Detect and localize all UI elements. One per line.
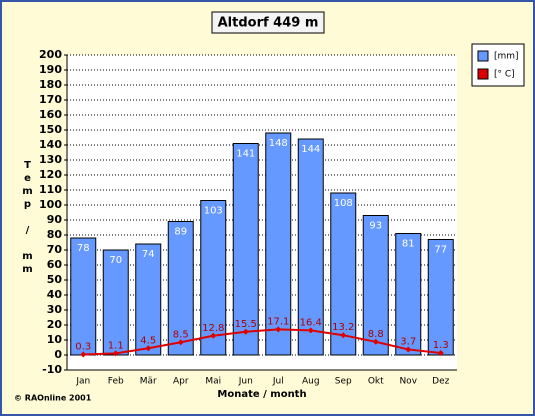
y-tick-label: 140 [39, 138, 62, 151]
line-value-label: 8.5 [173, 329, 189, 340]
y-tick-label: 30 [47, 303, 63, 316]
bar-value-label: 70 [109, 255, 122, 266]
y-tick-label: 150 [39, 123, 62, 136]
line-value-label: 12.8 [202, 323, 224, 334]
bar-value-label: 93 [369, 221, 382, 232]
point [307, 327, 314, 334]
bar-value-label: 74 [142, 249, 155, 260]
x-tick-label: Sep [335, 377, 352, 387]
x-tick-label: Mai [205, 377, 221, 387]
y-tick-label: 120 [39, 168, 62, 181]
line [83, 328, 441, 356]
bar-value-label: 78 [77, 243, 90, 254]
y-tick-label: 190 [39, 63, 62, 76]
bar-value-label: 141 [236, 149, 255, 160]
legend-label: [° C] [494, 70, 515, 80]
bar-value-label: 103 [204, 206, 223, 217]
legend-box [471, 43, 525, 87]
y-tick-label: 60 [47, 258, 63, 271]
credit: © RAOnline 2001 [14, 394, 92, 403]
line-value-label: 17.1 [267, 316, 289, 327]
y-tick-label: 90 [47, 213, 63, 226]
y-tick-label: 40 [47, 288, 63, 301]
point [340, 332, 347, 339]
plot-area [67, 55, 457, 370]
line-value-label: 13.2 [332, 322, 354, 333]
point [177, 339, 184, 346]
line-value-label: 1.3 [433, 340, 449, 351]
bar [102, 249, 129, 356]
line-value-label: 15.5 [235, 319, 257, 330]
point [210, 332, 217, 339]
point [80, 351, 87, 358]
bar-value-label: 148 [269, 138, 288, 149]
title-box [211, 11, 325, 34]
bar [135, 243, 162, 356]
x-tick-label: Feb [108, 377, 124, 387]
chart-title: Altdorf 449 m [218, 16, 319, 31]
line-value-label: 0.3 [75, 342, 91, 353]
line-value-label: 1.1 [108, 340, 124, 351]
x-tick-label: Jul [272, 377, 284, 387]
x-tick-label: Nov [399, 377, 417, 387]
bar [167, 221, 194, 356]
x-axis-label: Monate / month [217, 389, 306, 400]
line-value-label: 3.7 [400, 336, 416, 347]
x-tick-label: Okt [368, 377, 384, 387]
y-tick-label: 170 [39, 93, 62, 106]
x-tick-label: Jan [75, 377, 90, 387]
point [405, 346, 412, 353]
point [145, 345, 152, 352]
y-tick-label: 50 [47, 273, 63, 286]
point [372, 338, 379, 345]
legend-swatch [477, 50, 489, 62]
x-tick-label: Aug [302, 377, 320, 387]
bar [362, 215, 389, 356]
point [275, 326, 282, 333]
bar [265, 132, 292, 356]
y-tick-label: 70 [47, 243, 63, 256]
bar-value-label: 108 [334, 198, 353, 209]
point [112, 350, 119, 357]
y-tick-label: 10 [47, 333, 63, 346]
y-tick-label: 200 [39, 48, 62, 61]
bar [427, 239, 454, 356]
bar [297, 138, 324, 356]
line-value-label: 16.4 [300, 317, 322, 328]
x-tick-label: Apr [173, 377, 189, 387]
y-tick-label: 20 [47, 318, 63, 331]
y-axis-label: Temp / mm [22, 160, 33, 277]
y-tick-label: 80 [47, 228, 63, 241]
y-tick-label: 180 [39, 78, 62, 91]
line-value-label: 4.5 [140, 335, 156, 346]
bar-value-label: 77 [434, 245, 447, 256]
y-tick-label: 0 [54, 348, 62, 361]
line-value-label: 8.8 [368, 329, 384, 340]
x-tick-label: Jun [238, 377, 253, 387]
bar [232, 143, 259, 356]
y-tick-label: 160 [39, 108, 62, 121]
bar-value-label: 89 [174, 227, 187, 238]
legend-label: [mm] [494, 52, 519, 62]
x-tick-label: Dez [432, 377, 449, 387]
point [437, 350, 444, 357]
y-tick-label: -10 [42, 363, 62, 376]
bar [395, 233, 422, 356]
y-tick-label: 100 [39, 198, 62, 211]
bar-value-label: 144 [301, 144, 320, 155]
bar [200, 200, 227, 356]
bar [70, 237, 97, 356]
bar-value-label: 81 [402, 239, 415, 250]
y-tick-label: 130 [39, 153, 62, 166]
bar [330, 192, 357, 356]
y-tick-label: 110 [39, 183, 62, 196]
point [242, 328, 249, 335]
legend-swatch [477, 68, 489, 80]
x-tick-label: Mär [140, 377, 157, 387]
